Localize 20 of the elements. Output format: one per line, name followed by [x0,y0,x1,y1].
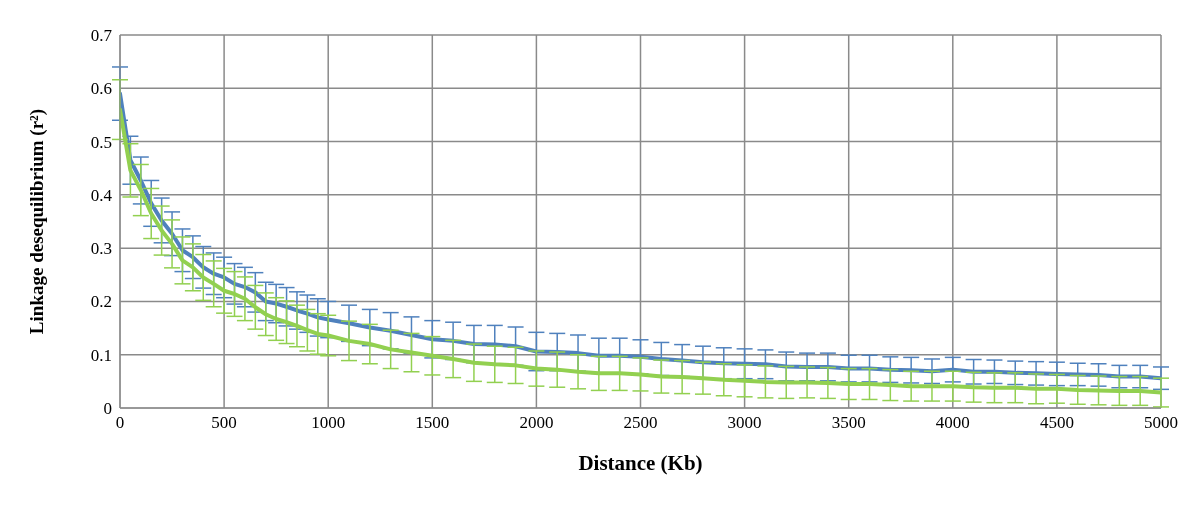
x-tick-label: 5000 [1144,413,1178,433]
x-tick-label: 2500 [623,413,658,433]
x-tick-label: 3000 [727,413,762,433]
y-tick-label: 0.3 [90,239,112,259]
x-tick-label: 4000 [935,413,970,433]
y-tick-label: 0 [103,399,112,419]
x-tick-label: 500 [211,413,237,433]
y-tick-label: 0.7 [90,26,113,46]
y-axis-title: Linkage desequilibrium (r²) [25,108,48,335]
y-tick-label: 0.4 [90,185,113,205]
y-tick-label: 0.1 [90,345,112,365]
x-tick-label: 1500 [415,413,450,433]
x-tick-label: 2000 [519,413,554,433]
y-tick-label: 0.2 [90,292,112,312]
x-axis-title: Distance (Kb) [578,451,703,475]
x-tick-label: 4500 [1039,413,1074,433]
x-tick-label: 3500 [831,413,866,433]
y-tick-label: 0.5 [90,132,112,152]
y-tick-label: 0.6 [90,79,112,99]
x-tick-label: 1000 [311,413,346,433]
